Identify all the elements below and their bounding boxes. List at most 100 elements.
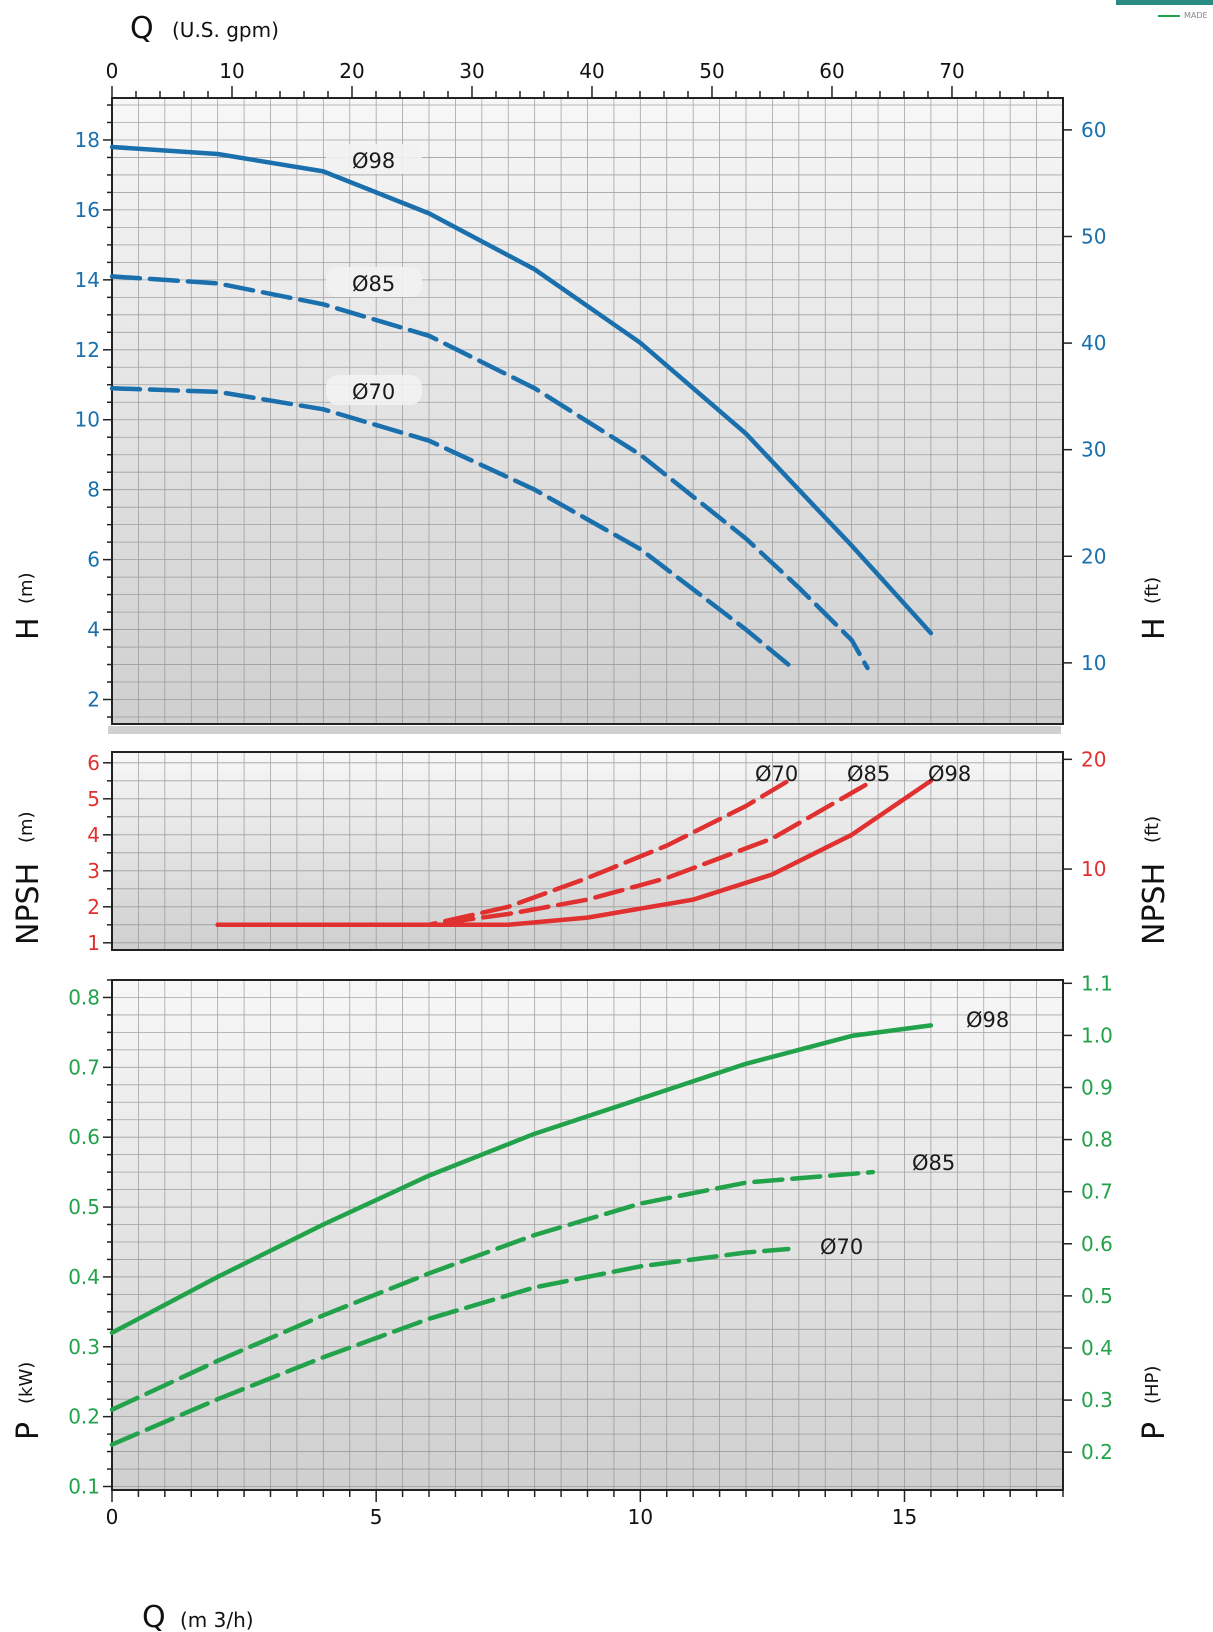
npsh-curve-d70 bbox=[215, 778, 791, 928]
power-left-axis-unit: (kW) bbox=[16, 1362, 37, 1404]
power-curve-label-d70: Ø70 bbox=[820, 1235, 863, 1259]
logo-underline bbox=[1158, 15, 1180, 17]
bottom-flow-axis-unit: (m 3/h) bbox=[180, 1608, 254, 1632]
npsh-left-tick-label: 4 bbox=[87, 823, 100, 847]
bottom-flow-axis: 0 5 10 15 bbox=[106, 1490, 1064, 1529]
power-left-tick-label: 0.8 bbox=[68, 985, 100, 1009]
npsh-right-tick-label: 10 bbox=[1081, 857, 1106, 881]
head-right-axis-title: H bbox=[1137, 617, 1172, 640]
top-flow-axis-unit: (U.S. gpm) bbox=[172, 18, 279, 42]
bottom-axis-tick-label: 0 bbox=[106, 1505, 119, 1529]
npsh-right-tick-label: 20 bbox=[1081, 747, 1106, 771]
head-curve-label-bg bbox=[326, 375, 422, 405]
head-grid bbox=[111, 98, 1064, 724]
top-axis-tick-label: 70 bbox=[939, 59, 964, 83]
npsh-left-tick-label: 1 bbox=[87, 931, 100, 955]
top-axis-tick-label: 30 bbox=[459, 59, 484, 83]
bottom-flow-axis-title: Q bbox=[142, 1600, 166, 1632]
top-axis-tick-label: 50 bbox=[699, 59, 724, 83]
head-left-tick-label: 6 bbox=[87, 548, 100, 572]
head-right-tick-label: 50 bbox=[1081, 224, 1106, 248]
power-right-tick-label: 0.9 bbox=[1081, 1075, 1113, 1099]
head-left-axis-unit: (m) bbox=[16, 572, 37, 604]
npsh-curve-label-d70: Ø70 bbox=[755, 762, 798, 786]
head-panel-shadow bbox=[108, 726, 1061, 734]
logo-text: MADE bbox=[1184, 11, 1208, 20]
power-right-axis-title: P bbox=[1137, 1422, 1172, 1440]
top-axis-tick-label: 20 bbox=[339, 59, 364, 83]
power-curve-panel: 0.1 0.2 0.3 0.4 0.5 0.6 0.7 0.8 0.2 0.3 0.4 0.5 0.6 0… bbox=[11, 971, 1172, 1498]
power-right-tick-label: 0.8 bbox=[1081, 1128, 1113, 1152]
head-left-tick-label: 16 bbox=[75, 198, 100, 222]
npsh-left-axis-title: NPSH bbox=[11, 863, 46, 945]
brand-logo: MADE bbox=[1116, 0, 1213, 20]
power-curve-label-d98: Ø98 bbox=[966, 1008, 1009, 1032]
top-flow-axis: 0 10 20 30 40 50 60 70 bbox=[106, 59, 1063, 99]
power-right-tick-label: 0.2 bbox=[1081, 1440, 1113, 1464]
power-right-tick-label: 1.0 bbox=[1081, 1023, 1113, 1047]
power-right-axis-unit: (HP) bbox=[1142, 1366, 1163, 1404]
head-curve-d85 bbox=[109, 274, 870, 671]
head-left-tick-label: 12 bbox=[75, 338, 100, 362]
bottom-axis-tick-label: 10 bbox=[628, 1505, 653, 1529]
power-left-tick-label: 0.2 bbox=[68, 1405, 100, 1429]
top-axis-tick-label: 0 bbox=[106, 59, 119, 83]
npsh-left-tick-label: 6 bbox=[87, 751, 100, 775]
head-left-tick-label: 10 bbox=[75, 408, 100, 432]
head-curve-label-d98: Ø98 bbox=[352, 149, 395, 173]
top-axis-tick-label: 10 bbox=[219, 59, 244, 83]
npsh-curve-label-d85: Ø85 bbox=[847, 762, 890, 786]
power-curve-label-d85: Ø85 bbox=[912, 1151, 955, 1175]
bottom-axis-tick-label: 5 bbox=[370, 1505, 383, 1529]
npsh-grid bbox=[111, 752, 1064, 950]
power-left-tick-label: 0.4 bbox=[68, 1265, 100, 1289]
head-right-tick-label: 60 bbox=[1081, 118, 1106, 142]
npsh-right-axis-unit: (ft) bbox=[1142, 816, 1163, 843]
power-right-tick-label: 0.5 bbox=[1081, 1284, 1113, 1308]
power-right-tick-label: 0.6 bbox=[1081, 1232, 1113, 1256]
power-right-tick-label: 0.7 bbox=[1081, 1180, 1113, 1204]
head-curve-d98 bbox=[109, 144, 934, 636]
npsh-left-tick-label: 2 bbox=[87, 895, 100, 919]
power-curve-d70 bbox=[109, 1246, 791, 1447]
power-left-tick-label: 0.6 bbox=[68, 1125, 100, 1149]
head-right-tick-label: 20 bbox=[1081, 544, 1106, 568]
head-curve-label-d70: Ø70 bbox=[352, 380, 395, 404]
power-left-tick-label: 0.1 bbox=[68, 1475, 100, 1499]
power-curve-d85 bbox=[109, 1169, 876, 1412]
head-left-tick-label: 8 bbox=[87, 478, 100, 502]
head-right-axis-unit: (ft) bbox=[1142, 577, 1163, 604]
head-left-tick-label: 18 bbox=[75, 128, 100, 152]
power-right-tick-label: 0.3 bbox=[1081, 1388, 1113, 1412]
head-left-axis-title: H bbox=[11, 617, 46, 640]
power-right-tick-label: 0.4 bbox=[1081, 1336, 1113, 1360]
head-curve-d70 bbox=[109, 386, 791, 667]
head-right-tick-label: 30 bbox=[1081, 438, 1106, 462]
top-axis-tick-label: 40 bbox=[579, 59, 604, 83]
head-right-tick-label: 10 bbox=[1081, 651, 1106, 675]
power-left-tick-label: 0.7 bbox=[68, 1055, 100, 1079]
power-left-tick-label: 0.3 bbox=[68, 1335, 100, 1359]
head-curve-label-bg bbox=[326, 144, 422, 174]
npsh-left-tick-label: 3 bbox=[87, 859, 100, 883]
npsh-curve-label-d98: Ø98 bbox=[928, 762, 971, 786]
power-right-tick-label: 1.1 bbox=[1081, 971, 1113, 995]
head-left-tick-label: 14 bbox=[75, 268, 100, 292]
npsh-left-axis-unit: (m) bbox=[16, 811, 37, 843]
power-curve-d98 bbox=[109, 1023, 934, 1336]
power-grid bbox=[111, 979, 1064, 1490]
head-left-tick-label: 2 bbox=[87, 688, 100, 712]
head-curve-label-d85: Ø85 bbox=[352, 272, 395, 296]
head-curve-label-bg bbox=[326, 267, 422, 297]
npsh-right-axis-title: NPSH bbox=[1137, 863, 1172, 945]
top-flow-axis-title: Q bbox=[130, 11, 154, 46]
logo-bar bbox=[1116, 0, 1213, 5]
npsh-curve-panel: 1 2 3 4 5 6 10 20 NPSH (m) NPSH (ft) Ø98 Ø85 Ø70 bbox=[11, 747, 1172, 954]
npsh-curve-d98 bbox=[215, 778, 934, 928]
npsh-left-tick-label: 5 bbox=[87, 787, 100, 811]
head-left-tick-label: 4 bbox=[87, 618, 100, 642]
head-right-tick-label: 40 bbox=[1081, 331, 1106, 355]
top-axis-tick-label: 60 bbox=[819, 59, 844, 83]
power-left-tick-label: 0.5 bbox=[68, 1195, 100, 1219]
